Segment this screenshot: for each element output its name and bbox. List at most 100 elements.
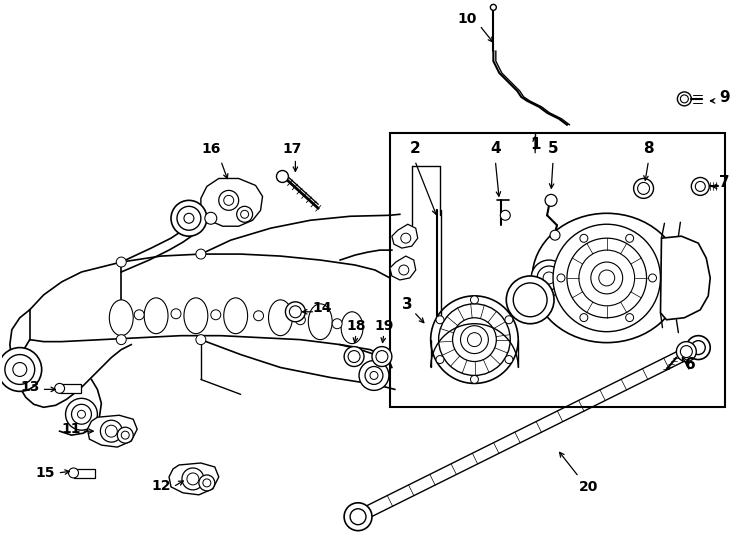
Ellipse shape bbox=[109, 300, 133, 336]
Circle shape bbox=[205, 212, 217, 224]
Circle shape bbox=[286, 302, 305, 322]
Ellipse shape bbox=[532, 213, 681, 342]
Circle shape bbox=[580, 314, 588, 322]
Circle shape bbox=[501, 210, 510, 220]
Circle shape bbox=[224, 195, 233, 205]
Circle shape bbox=[686, 336, 711, 360]
Circle shape bbox=[333, 319, 342, 329]
Text: 20: 20 bbox=[579, 480, 598, 494]
Circle shape bbox=[401, 233, 411, 243]
Text: 14: 14 bbox=[313, 301, 332, 315]
Circle shape bbox=[5, 355, 34, 384]
Circle shape bbox=[579, 250, 635, 306]
Circle shape bbox=[236, 206, 252, 222]
Circle shape bbox=[295, 315, 305, 325]
Circle shape bbox=[199, 475, 215, 491]
Circle shape bbox=[0, 348, 42, 392]
Circle shape bbox=[359, 361, 389, 390]
Text: 19: 19 bbox=[374, 319, 393, 333]
Circle shape bbox=[71, 404, 92, 424]
Circle shape bbox=[513, 283, 547, 317]
Text: 15: 15 bbox=[36, 466, 55, 480]
Circle shape bbox=[365, 367, 383, 384]
Circle shape bbox=[184, 213, 194, 223]
Circle shape bbox=[557, 274, 565, 282]
Circle shape bbox=[12, 362, 26, 376]
Circle shape bbox=[553, 224, 661, 332]
Polygon shape bbox=[392, 224, 418, 248]
Circle shape bbox=[470, 375, 479, 383]
Circle shape bbox=[348, 350, 360, 362]
Circle shape bbox=[253, 311, 264, 321]
Circle shape bbox=[537, 266, 561, 290]
Circle shape bbox=[638, 183, 650, 194]
Text: 1: 1 bbox=[530, 137, 540, 152]
Circle shape bbox=[211, 310, 221, 320]
Text: 3: 3 bbox=[402, 298, 413, 312]
Circle shape bbox=[117, 427, 133, 443]
Ellipse shape bbox=[184, 298, 208, 334]
Ellipse shape bbox=[341, 312, 363, 343]
Circle shape bbox=[134, 310, 144, 320]
Circle shape bbox=[691, 341, 705, 355]
Circle shape bbox=[101, 420, 123, 442]
Circle shape bbox=[241, 210, 249, 218]
Ellipse shape bbox=[144, 298, 168, 334]
Circle shape bbox=[350, 509, 366, 525]
Bar bbox=[390, 133, 725, 407]
Circle shape bbox=[121, 431, 129, 439]
Circle shape bbox=[436, 316, 444, 323]
Text: 4: 4 bbox=[490, 141, 501, 156]
Polygon shape bbox=[661, 236, 711, 320]
Circle shape bbox=[196, 249, 206, 259]
Circle shape bbox=[453, 318, 496, 361]
Circle shape bbox=[344, 347, 364, 367]
Circle shape bbox=[468, 333, 482, 347]
Circle shape bbox=[54, 383, 65, 393]
Circle shape bbox=[633, 179, 653, 198]
Bar bbox=[59, 384, 81, 393]
Circle shape bbox=[680, 346, 692, 357]
Ellipse shape bbox=[308, 304, 333, 340]
Circle shape bbox=[460, 326, 488, 354]
Ellipse shape bbox=[224, 298, 247, 334]
Circle shape bbox=[625, 314, 633, 322]
Circle shape bbox=[506, 276, 554, 323]
Circle shape bbox=[691, 178, 709, 195]
Circle shape bbox=[116, 335, 126, 345]
Circle shape bbox=[196, 335, 206, 345]
Circle shape bbox=[545, 194, 557, 206]
Polygon shape bbox=[169, 463, 219, 495]
Circle shape bbox=[543, 272, 555, 284]
Circle shape bbox=[649, 274, 656, 282]
Circle shape bbox=[591, 262, 622, 294]
Circle shape bbox=[376, 350, 388, 362]
Circle shape bbox=[470, 296, 479, 304]
Circle shape bbox=[399, 265, 409, 275]
Circle shape bbox=[550, 230, 560, 240]
Circle shape bbox=[370, 372, 378, 380]
Circle shape bbox=[182, 468, 204, 490]
Polygon shape bbox=[201, 179, 263, 226]
Circle shape bbox=[505, 355, 513, 363]
Text: 5: 5 bbox=[548, 141, 559, 156]
Circle shape bbox=[171, 309, 181, 319]
Text: 18: 18 bbox=[346, 319, 366, 333]
Text: 9: 9 bbox=[719, 90, 730, 105]
Circle shape bbox=[372, 347, 392, 367]
Circle shape bbox=[65, 399, 98, 430]
Circle shape bbox=[219, 191, 239, 210]
Circle shape bbox=[177, 206, 201, 230]
Circle shape bbox=[580, 234, 588, 242]
Circle shape bbox=[677, 342, 697, 361]
Circle shape bbox=[116, 257, 126, 267]
Circle shape bbox=[431, 296, 518, 383]
Circle shape bbox=[625, 234, 633, 242]
Text: 12: 12 bbox=[151, 479, 171, 493]
Bar bbox=[73, 469, 95, 478]
Circle shape bbox=[344, 503, 372, 531]
Circle shape bbox=[171, 200, 207, 236]
Circle shape bbox=[490, 4, 496, 10]
Ellipse shape bbox=[269, 300, 292, 336]
Circle shape bbox=[436, 355, 444, 363]
